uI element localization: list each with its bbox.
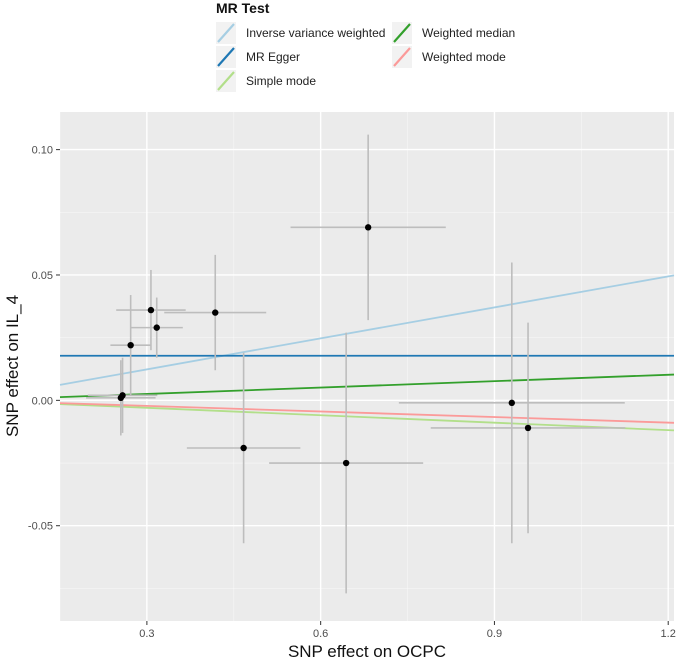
legend-label: Inverse variance weighted <box>246 26 385 40</box>
legend-key-line <box>217 47 235 67</box>
x-axis-ticks: 0.3 0.6 0.9 1.2 <box>139 621 676 640</box>
legend-label: Weighted median <box>422 26 515 40</box>
x-tick-label: 0.6 <box>313 628 328 640</box>
legend-item: MR Egger <box>216 46 300 68</box>
legend-item: Simple mode <box>216 70 316 92</box>
fit-line-inverse-variance-weighted <box>59 274 675 386</box>
data-point <box>524 424 532 432</box>
y-tick-label: -0.05 <box>28 521 53 533</box>
mr-fit-lines <box>59 274 675 432</box>
legend-key-line <box>393 23 411 43</box>
data-point <box>127 341 134 349</box>
legend-key-line <box>217 23 235 43</box>
y-axis-ticks: -0.05 0.00 0.05 0.10 <box>28 145 60 533</box>
data-point <box>240 444 247 452</box>
fit-line-weighted-median <box>59 373 675 399</box>
x-axis-title: SNP effect on OCPC <box>288 642 446 661</box>
x-tick-label: 0.3 <box>139 628 154 640</box>
data-point <box>119 392 126 399</box>
legend-item: Inverse variance weighted <box>216 22 385 44</box>
x-tick-label: 1.2 <box>661 628 676 640</box>
data-point <box>147 306 155 314</box>
y-tick-label: 0.00 <box>32 395 53 407</box>
legend-label: Weighted mode <box>422 50 506 64</box>
legend-key-line <box>393 47 411 67</box>
data-point <box>153 324 160 331</box>
legend-label: MR Egger <box>246 50 300 64</box>
data-point <box>508 399 516 407</box>
fit-line-weighted-mode <box>59 402 675 424</box>
data-points <box>117 224 532 467</box>
legend-item: Weighted median <box>392 22 515 44</box>
grid-lines <box>59 112 674 621</box>
data-point <box>364 224 372 231</box>
legend-key-line <box>217 71 235 91</box>
y-tick-label: 0.10 <box>32 145 53 157</box>
data-point <box>342 459 350 467</box>
legend-title: MR Test <box>216 0 270 16</box>
plot-panel <box>60 112 674 621</box>
data-point <box>212 309 219 316</box>
y-axis-title: SNP effect on IL_4 <box>3 295 22 437</box>
legend-label: Simple mode <box>246 74 316 88</box>
x-tick-label: 0.9 <box>487 628 502 640</box>
fit-line-simple-mode <box>59 403 675 432</box>
legend: MR Test Inverse variance weighted MR Egge… <box>216 0 515 92</box>
y-tick-label: 0.05 <box>32 270 53 282</box>
legend-item: Weighted mode <box>392 46 506 68</box>
